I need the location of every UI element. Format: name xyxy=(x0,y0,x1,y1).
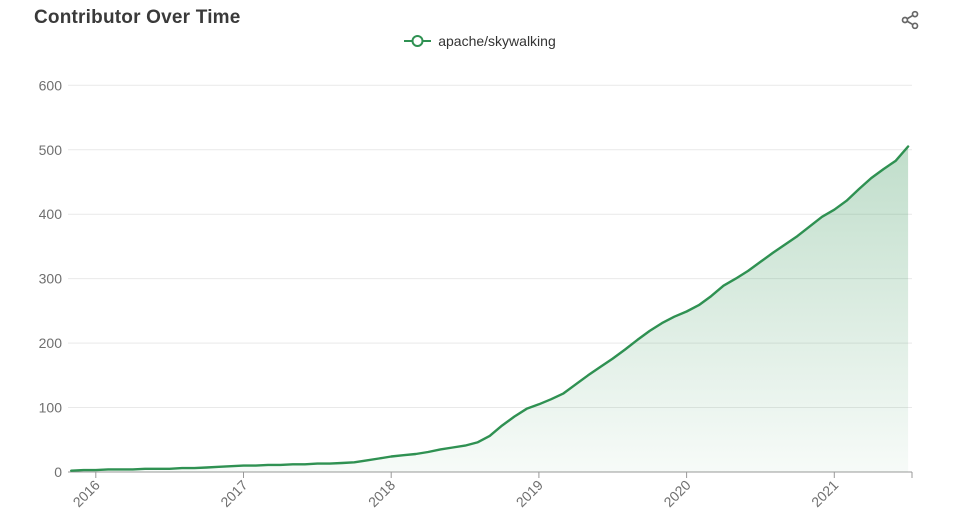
legend-line-marker-icon xyxy=(404,34,432,48)
y-axis-label: 100 xyxy=(39,400,63,416)
series-line xyxy=(69,145,910,472)
y-axis-label: 0 xyxy=(54,464,62,480)
x-axis-label: 2018 xyxy=(365,477,398,510)
y-axis-label: 200 xyxy=(39,335,63,351)
y-axis-label: 400 xyxy=(39,206,63,222)
series-area xyxy=(71,146,909,472)
x-axis-label: 2020 xyxy=(660,477,693,510)
y-axis-label: 500 xyxy=(39,142,63,158)
x-axis-label: 2019 xyxy=(513,477,546,510)
x-axis-label: 2017 xyxy=(217,477,250,510)
share-icon[interactable] xyxy=(900,10,920,30)
y-axis-label: 600 xyxy=(39,77,63,93)
legend-item-apache-skywalking[interactable]: apache/skywalking xyxy=(0,33,960,49)
x-axis-label: 2016 xyxy=(70,477,103,510)
legend-label: apache/skywalking xyxy=(438,33,556,49)
chart-title: Contributor Over Time xyxy=(34,7,241,28)
x-axis-label: 2021 xyxy=(808,477,841,510)
y-axis-label: 300 xyxy=(39,271,63,287)
